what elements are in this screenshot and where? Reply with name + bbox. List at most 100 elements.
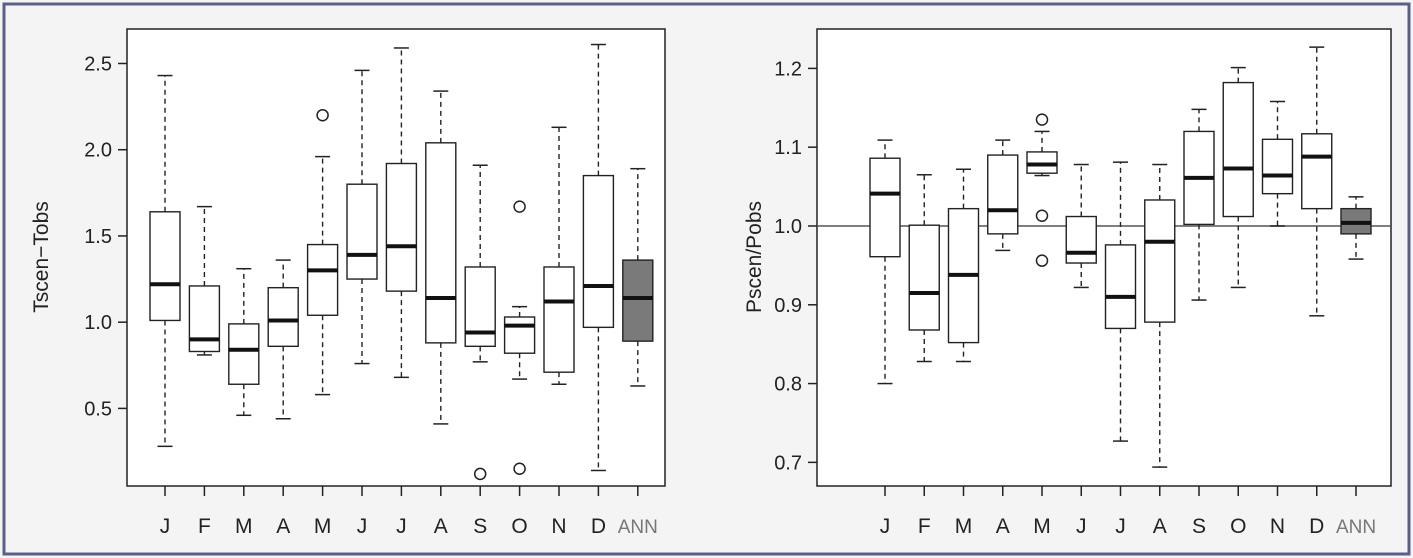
x-tick-label-left: N — [551, 515, 566, 538]
y-axis-title-right: Pscen/Pobs — [743, 201, 766, 313]
plot-area-right — [816, 28, 1392, 487]
y-tick-label-right: 0.9 — [774, 295, 802, 317]
x-tick-label-right: A — [1153, 515, 1167, 538]
box-left-7 — [385, 47, 418, 379]
iqr-box — [503, 316, 536, 354]
y-tick-label-right: 1.0 — [774, 216, 802, 238]
iqr-box — [385, 162, 418, 292]
x-tick-label-right: J — [1115, 515, 1126, 538]
x-tick-label-right: ANN — [1336, 517, 1376, 538]
y-tick-label-left: 0.5 — [84, 398, 112, 420]
box-left-9 — [464, 164, 496, 481]
x-tick-label-right: O — [1230, 515, 1246, 538]
x-tick-label-right: D — [1309, 515, 1324, 538]
iqr-box — [306, 243, 339, 316]
iqr-box — [1261, 138, 1294, 195]
box-left-5 — [306, 108, 339, 396]
x-axis-left: J F M A M J J A S O N D ANN — [160, 486, 658, 538]
outlier-point — [1035, 209, 1049, 222]
iqr-box — [622, 259, 654, 342]
outlier-point — [513, 462, 526, 476]
y-tick-label-right: 1.2 — [774, 58, 802, 80]
box-left-6 — [346, 69, 378, 365]
box-right-6 — [1065, 163, 1097, 289]
box-right-3 — [947, 168, 980, 363]
box-right-10 — [1222, 66, 1254, 289]
x-axis-right: J F M A M J J A S O N D ANN — [880, 486, 1376, 538]
y-axis-left: 0.5 1.0 1.5 2.0 2.5 — [84, 53, 127, 420]
iqr-box — [188, 285, 221, 353]
box-right-7 — [1104, 161, 1137, 442]
y-tick-label-right: 0.8 — [774, 374, 802, 396]
x-tick-label-left: A — [276, 515, 290, 538]
box-left-11 — [543, 126, 575, 386]
box-left-4 — [267, 259, 299, 420]
y-tick-label-right: 0.7 — [774, 452, 802, 474]
x-tick-label-left: M — [235, 515, 253, 538]
iqr-box — [1301, 133, 1333, 210]
box-left-3 — [228, 267, 260, 417]
box-left-2 — [188, 205, 221, 356]
box-right-2 — [908, 174, 940, 363]
outlier-point — [1035, 113, 1049, 126]
x-tick-label-right: M — [1033, 515, 1051, 538]
x-tick-label-left: F — [198, 515, 211, 538]
iqr-box — [346, 183, 378, 280]
box-right-8 — [1144, 163, 1176, 468]
boxes-left — [149, 43, 654, 481]
box-left-13 — [622, 167, 654, 387]
iqr-box — [1104, 244, 1137, 330]
iqr-box — [869, 157, 901, 258]
x-tick-label-right: N — [1270, 515, 1285, 538]
box-right-9 — [1183, 108, 1215, 301]
box-right-11 — [1261, 100, 1294, 227]
iqr-box — [228, 323, 260, 385]
x-tick-label-right: J — [1076, 515, 1087, 538]
x-tick-label-right: F — [918, 515, 931, 538]
iqr-box — [1222, 81, 1254, 218]
x-tick-label-left: S — [473, 515, 487, 538]
box-right-4 — [987, 139, 1019, 252]
y-tick-label-left: 1.5 — [84, 226, 112, 248]
y-tick-label-left: 1.0 — [84, 312, 112, 334]
chart-right: 0.70.80.91.01.11.2 J F M A M J J A S O N D ANN Pscen… — [743, 28, 1392, 538]
chart-left: 0.51.01.52.02.5 J F M A M J J A S O N D ANN Tscen−To… — [30, 28, 666, 538]
iqr-box — [582, 174, 615, 329]
y-tick-label-right: 1.1 — [774, 137, 802, 159]
iqr-box — [425, 142, 457, 344]
box-left-10 — [503, 200, 536, 476]
x-tick-label-left: A — [434, 515, 448, 538]
iqr-box — [543, 266, 575, 373]
iqr-box — [1144, 199, 1176, 323]
x-tick-label-right: J — [880, 515, 891, 538]
y-axis-title-left: Tscen−Tobs — [30, 201, 53, 312]
y-axis-right: 0.7 0.8 0.9 1.0 1.1 1.2 — [774, 58, 817, 474]
x-tick-label-left: J — [396, 515, 407, 538]
x-tick-label-left: M — [314, 515, 332, 538]
box-right-12 — [1301, 46, 1333, 317]
x-tick-label-left: O — [511, 515, 527, 538]
outlier-point — [513, 200, 526, 213]
boxes-right — [817, 46, 1391, 468]
x-tick-label-left: ANN — [618, 517, 658, 538]
iqr-box — [908, 224, 940, 331]
x-tick-label-left: J — [357, 515, 368, 538]
x-tick-label-left: J — [160, 515, 171, 538]
box-left-1 — [149, 74, 181, 448]
box-right-5 — [1026, 113, 1058, 267]
outlier-point — [1035, 254, 1049, 267]
iqr-box — [267, 286, 299, 348]
iqr-box — [1065, 215, 1097, 264]
outlier-point — [473, 467, 487, 481]
iqr-box — [987, 154, 1019, 235]
x-tick-label-right: A — [996, 515, 1010, 538]
box-left-8 — [425, 90, 457, 425]
box-right-1 — [869, 139, 901, 385]
x-tick-label-right: S — [1192, 515, 1206, 538]
x-tick-label-left: D — [591, 515, 606, 538]
box-left-12 — [582, 43, 615, 472]
box-right-13 — [1340, 196, 1372, 260]
x-tick-label-right: M — [955, 515, 973, 538]
